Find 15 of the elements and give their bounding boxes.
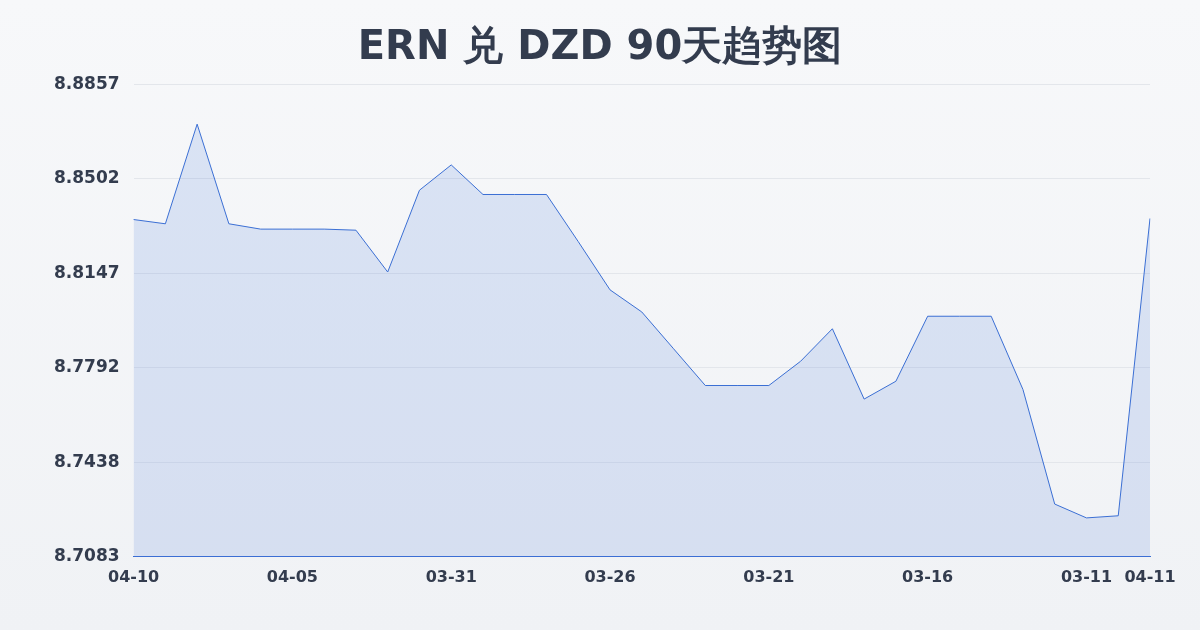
x-tick-label: 03-11 [1060,566,1113,586]
x-tick-label: 03-16 [902,566,954,586]
x-tick-label: 04-11 [1124,566,1176,586]
x-tick-label: 03-21 [743,566,795,586]
y-tick-label: 8.8502 [53,167,120,188]
y-tick-label: 8.8857 [53,72,120,93]
y-tick-label: 8.7438 [53,450,120,471]
y-tick-label: 8.8147 [53,261,120,282]
x-tick-label: 03-31 [425,566,477,586]
y-tick-label: 8.7792 [53,356,120,377]
chart-title: ERN 兑 DZD 90天趋势图 [356,21,844,70]
y-tick-label: 8.7083 [53,545,120,566]
x-tick-label: 04-10 [108,566,160,586]
x-tick-label: 03-26 [584,566,636,586]
x-tick-label: 04-05 [266,566,318,586]
